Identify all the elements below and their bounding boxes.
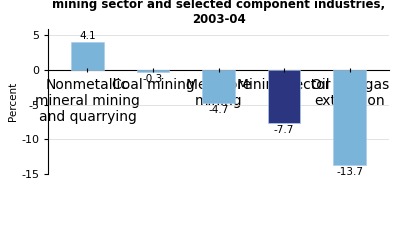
Bar <box>333 70 366 165</box>
Title: Annual percent change in output per hour for the
mining sector and selected comp: Annual percent change in output per hour… <box>52 0 385 26</box>
Bar <box>71 42 104 70</box>
Bar <box>268 70 300 123</box>
Bar <box>202 70 235 103</box>
Y-axis label: Percent: Percent <box>8 82 18 121</box>
Text: 4.1: 4.1 <box>79 31 96 41</box>
Text: -7.7: -7.7 <box>274 125 294 135</box>
Text: -4.7: -4.7 <box>209 105 229 115</box>
Text: -13.7: -13.7 <box>336 167 363 177</box>
Bar <box>137 70 169 72</box>
Text: -0.3: -0.3 <box>143 74 163 84</box>
